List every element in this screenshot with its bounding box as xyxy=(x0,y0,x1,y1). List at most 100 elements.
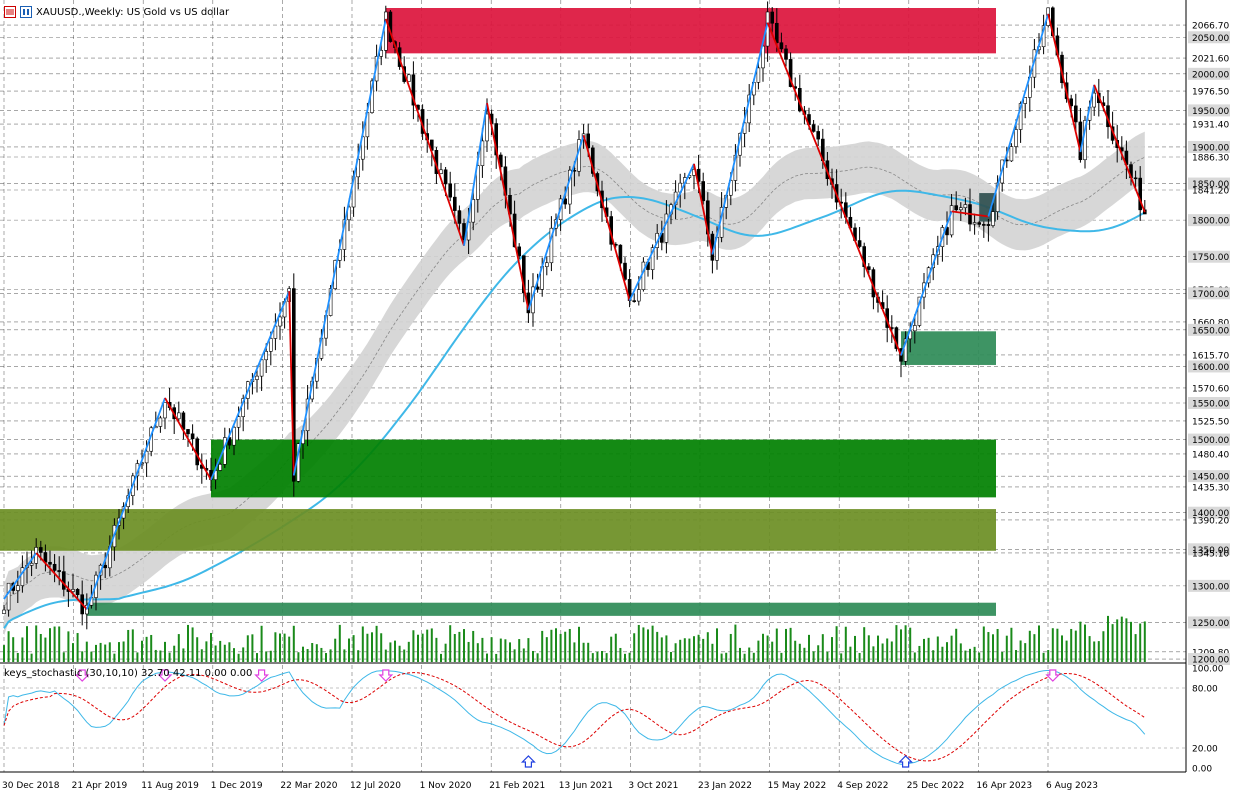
price-zone xyxy=(0,509,997,551)
price-tick-label: 1900.00 xyxy=(1192,143,1229,153)
volume-bar xyxy=(743,653,746,662)
volume-bar xyxy=(361,626,364,662)
candle-body xyxy=(144,450,149,464)
volume-bar xyxy=(564,631,567,662)
price-tick-label: 1660.80 xyxy=(1192,318,1229,328)
volume-bar xyxy=(720,653,723,662)
volume-bar xyxy=(582,642,585,662)
volume-bar xyxy=(835,626,838,662)
volume-bar xyxy=(826,651,829,662)
time-tick-label: 15 May 2022 xyxy=(768,781,827,791)
price-label-bg xyxy=(1188,214,1230,227)
chart-properties-icon[interactable] xyxy=(4,6,16,18)
volume-bar xyxy=(1084,624,1086,662)
price-tick-label: 1345.10 xyxy=(1192,549,1229,559)
price-label-bg xyxy=(1188,250,1230,263)
zigzag-segment xyxy=(1079,84,1096,153)
candle-body xyxy=(779,42,784,50)
price-tick-label: 1250.00 xyxy=(1192,619,1229,629)
volume-bar xyxy=(789,627,792,662)
candle-body xyxy=(452,196,457,211)
zigzag-segment xyxy=(711,22,769,255)
volume-bar xyxy=(748,647,751,662)
volume-bar xyxy=(996,628,999,662)
volume-bar xyxy=(279,633,281,662)
zigzag-segment xyxy=(527,135,585,311)
volume-bar xyxy=(256,653,258,662)
candle-body xyxy=(411,74,416,106)
price-label-bg xyxy=(1188,67,1230,80)
price-label-bg xyxy=(1188,360,1230,373)
candle-body xyxy=(664,213,669,243)
volume-bar xyxy=(274,632,277,662)
candle-body xyxy=(268,338,273,352)
volume-bar xyxy=(559,633,562,662)
volume-bar xyxy=(987,632,990,662)
volume-bar xyxy=(384,649,387,662)
candle-body xyxy=(85,604,89,615)
price-tick-label: 1950.00 xyxy=(1192,107,1229,117)
volume-bar xyxy=(463,629,465,662)
trade-panel-icon[interactable] xyxy=(20,6,32,18)
volume-bar xyxy=(541,630,544,662)
volume-bar xyxy=(1134,634,1137,662)
candle-body xyxy=(816,131,821,140)
volume-bar xyxy=(444,643,447,662)
volume-bar xyxy=(187,624,189,662)
time-tick-label: 16 Apr 2023 xyxy=(976,781,1032,791)
volume-bar xyxy=(637,624,640,662)
candle-body xyxy=(549,227,554,264)
volume-bar xyxy=(449,625,452,662)
volume-bar xyxy=(1070,628,1073,662)
zigzag-segment xyxy=(463,102,488,246)
zigzag-indicator xyxy=(3,13,1146,610)
candle-body xyxy=(48,561,52,565)
volume-bar xyxy=(1120,616,1123,662)
candle-body xyxy=(1074,105,1078,123)
volume-bar xyxy=(927,637,930,662)
volume-bar xyxy=(817,645,820,662)
price-tick-label: 1500.00 xyxy=(1192,436,1229,446)
candle-body xyxy=(954,205,959,211)
candle-body xyxy=(912,325,917,332)
volume-bar xyxy=(633,633,636,662)
volume-bar xyxy=(762,633,764,662)
zigzag-segment xyxy=(693,163,714,255)
volume-bar xyxy=(619,647,622,662)
volume-bar xyxy=(729,633,732,662)
price-tick-label: 1200.00 xyxy=(1192,656,1229,666)
price-tick-label: 1435.30 xyxy=(1192,483,1229,493)
volume-bar xyxy=(527,638,530,662)
zigzag-segment xyxy=(164,397,212,481)
volume-bar xyxy=(127,629,130,662)
volume-bar xyxy=(596,651,599,662)
candle-body xyxy=(190,433,195,440)
volume-bar xyxy=(58,626,61,662)
candle-body xyxy=(917,296,922,326)
volume-bar xyxy=(21,637,24,662)
volume-bar xyxy=(403,649,406,662)
volume-bar xyxy=(99,642,102,662)
zigzag-segment xyxy=(210,290,291,481)
candle-body xyxy=(1092,92,1096,108)
volume-bar xyxy=(7,631,10,662)
volume-bar xyxy=(421,633,424,662)
volume-bar xyxy=(950,635,953,662)
candle-body xyxy=(218,464,222,471)
volume-bar xyxy=(568,628,571,662)
volume-bar xyxy=(191,627,194,662)
volume-bar xyxy=(16,652,19,662)
volume-bar xyxy=(380,633,383,662)
volume-bar xyxy=(1074,630,1077,662)
volume-bar xyxy=(1047,650,1050,662)
volume-bar xyxy=(628,652,631,662)
volume-bar xyxy=(739,647,741,662)
candle-body xyxy=(264,351,269,361)
price-zone xyxy=(86,602,997,616)
candlesticks xyxy=(2,1,1147,630)
volume-bar xyxy=(417,634,419,662)
volume-bar xyxy=(1079,621,1082,662)
volume-bar xyxy=(108,642,111,662)
candle-body xyxy=(641,261,646,290)
